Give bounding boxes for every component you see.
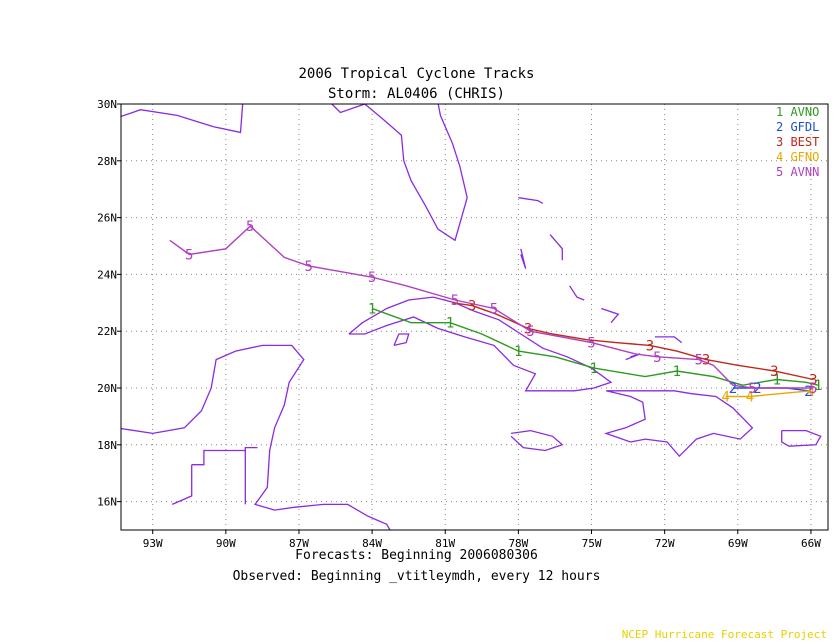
track-marker-avno: 1: [773, 372, 781, 388]
legend-entry-gfno: 4 GFNO: [776, 150, 819, 164]
coastline: [191, 449, 246, 466]
track-marker-avnn: 5: [185, 248, 193, 264]
y-tick-label: 28N: [97, 155, 117, 168]
coastline: [348, 296, 613, 392]
track-marker-gfno: 4: [746, 390, 754, 406]
coastline: [393, 333, 410, 347]
observed-caption: Observed: Beginning _vtitleymdh, every 1…: [232, 569, 601, 584]
axis-labels: 93W 90W 87W 84W 81W 78W 75W 72W 69W 66W 16N 18N 20N 2…: [97, 98, 821, 550]
coastline: [121, 344, 391, 530]
coastline: [520, 248, 527, 269]
coastline: [654, 336, 683, 344]
track-line-gfno: [725, 390, 811, 398]
track-marker-avnn: 5: [368, 270, 376, 286]
coastline: [121, 104, 468, 242]
x-tick-label: 93W: [143, 537, 163, 550]
track-marker-gfno: 4: [721, 390, 729, 406]
coastline: [603, 390, 754, 458]
x-tick-label: 75W: [582, 537, 602, 550]
track-marker-best: 3: [809, 372, 817, 388]
y-tick-label: 30N: [97, 98, 117, 111]
track-marker-avnn: 5: [653, 350, 661, 366]
x-tick-label: 66W: [801, 537, 821, 550]
track-marker-best: 3: [468, 299, 476, 315]
track-marker-gfdl: 2: [753, 381, 761, 397]
track-marker-best: 3: [646, 338, 654, 354]
x-tick-label: 90W: [216, 537, 236, 550]
track-marker-avnn: 5: [451, 293, 459, 309]
track-marker-avnn: 5: [587, 336, 595, 352]
track-marker-avnn: 5: [695, 353, 703, 369]
track-marker-avno: 1: [590, 361, 598, 377]
y-tick-label: 26N: [97, 212, 117, 225]
coastline: [569, 285, 585, 301]
track-marker-gfno: 4: [807, 384, 815, 400]
forecasts-caption: Forecasts: Beginning 2006080306: [295, 548, 538, 563]
track-marker-avno: 1: [446, 316, 454, 332]
y-tick-label: 18N: [97, 439, 117, 452]
coastline: [518, 197, 544, 204]
track-marker-best: 3: [770, 364, 778, 380]
track-marker-avnn: 5: [809, 381, 817, 397]
track-line-avno: [371, 307, 819, 386]
x-tick-label: 69W: [728, 537, 748, 550]
plot-frame: [120, 103, 829, 531]
track-marker-avno: 1: [814, 378, 822, 394]
track-marker-avno: 1: [368, 301, 376, 317]
storm-subtitle: Storm: AL0406 (CHRIS): [327, 86, 505, 102]
y-tick-label: 22N: [97, 325, 117, 338]
track-marker-avnn: 5: [748, 381, 756, 397]
track-marker-avnn: 5: [490, 301, 498, 317]
track-marker-gfdl: 2: [729, 381, 737, 397]
x-tick-label: 87W: [289, 537, 309, 550]
legend-entry-best: 3 BEST: [776, 135, 819, 149]
track-marker-avno: 1: [673, 364, 681, 380]
coastlines: [121, 104, 822, 530]
y-tick-label: 24N: [97, 268, 117, 281]
track-marker-avnn: 5: [305, 259, 313, 275]
credit-text: NCEP Hurricane Forecast Project: [621, 628, 827, 641]
track-line-avnn: [169, 225, 814, 389]
x-tick-label: 84W: [362, 537, 382, 550]
track-line-best: [452, 302, 814, 381]
x-tick-label: 72W: [655, 537, 675, 550]
track-marker-avnn: 5: [246, 219, 254, 235]
legend-entry-avno: 1 AVNO: [776, 105, 819, 119]
track-marker-avno: 1: [514, 344, 522, 360]
grid-lines: [121, 104, 828, 530]
x-tick-label: 81W: [435, 537, 455, 550]
track-marker-avnn: 5: [526, 324, 534, 340]
legend-entry-avnn: 5 AVNN: [776, 165, 819, 179]
legend-entry-gfdl: 2 GFDL: [776, 120, 819, 134]
coastline: [171, 464, 193, 505]
chart-title: 2006 Tropical Cyclone Tracks: [298, 66, 535, 82]
coastline: [510, 429, 564, 452]
track-marker-gfdl: 2: [804, 384, 812, 400]
y-tick-label: 20N: [97, 382, 117, 395]
track-marker-best: 3: [702, 353, 710, 369]
coastline: [601, 307, 620, 324]
coastline: [781, 429, 822, 447]
x-tick-label: 78W: [508, 537, 528, 550]
coastline: [549, 234, 563, 261]
coastline: [244, 446, 258, 505]
y-tick-label: 16N: [97, 496, 117, 509]
